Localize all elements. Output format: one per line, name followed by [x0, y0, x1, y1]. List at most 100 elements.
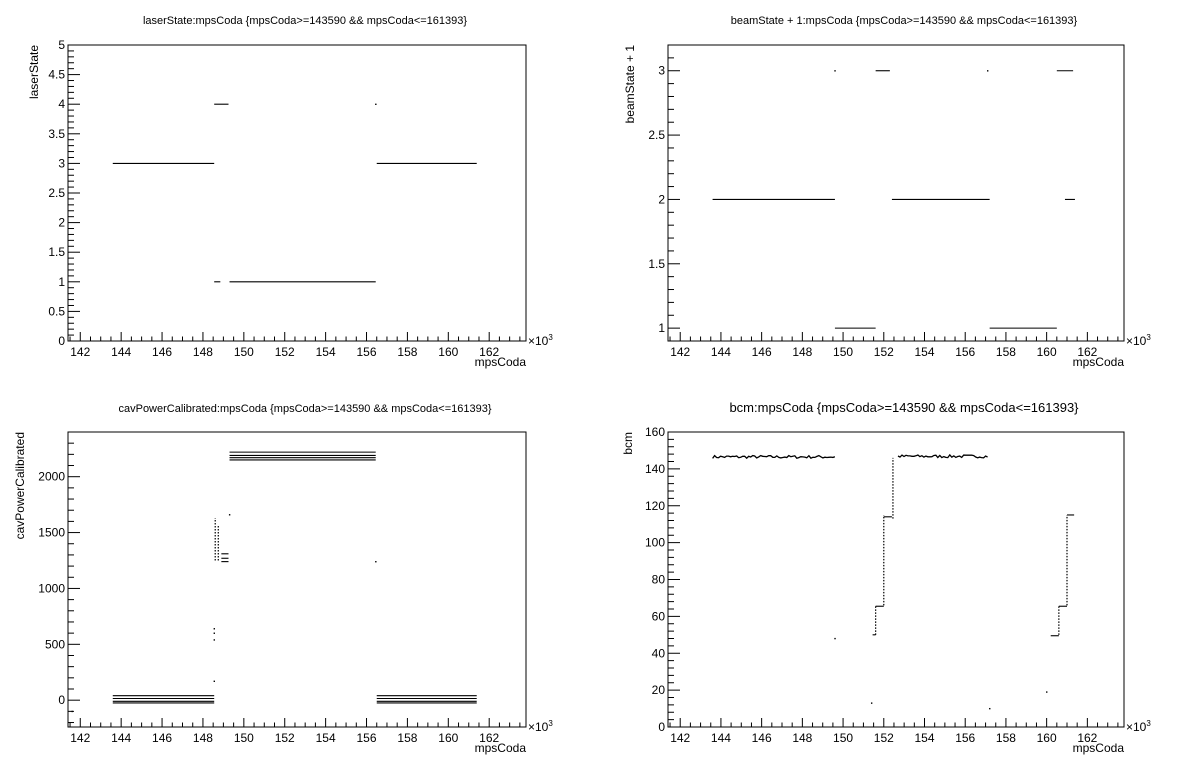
- y-axis-label: laserState: [27, 45, 41, 99]
- y-tick-label: 100: [645, 536, 665, 550]
- x-tick-label: 156: [357, 731, 377, 745]
- x-tick-label: 150: [234, 731, 254, 745]
- y-tick-label: 0.5: [48, 304, 65, 318]
- y-axis-label: bcm: [621, 432, 635, 455]
- y-tick-label: 80: [652, 573, 666, 587]
- data-point: [213, 632, 215, 634]
- x-axis-multiplier-base: ×10: [528, 720, 549, 734]
- x-tick-label: 142: [70, 731, 90, 745]
- y-tick-label: 2.5: [48, 186, 65, 200]
- x-tick-label: 156: [955, 345, 975, 359]
- x-axis-multiplier-exponent: 3: [548, 719, 553, 728]
- x-tick-label: 146: [152, 345, 172, 359]
- y-tick-label: 2: [658, 192, 665, 206]
- data-point: [213, 680, 215, 682]
- x-tick-label: 142: [670, 731, 690, 745]
- y-tick-label: 160: [645, 425, 665, 439]
- y-tick-label: 0: [58, 334, 65, 348]
- x-tick-label: 162: [479, 731, 499, 745]
- y-tick-label: 1500: [38, 526, 65, 540]
- y-tick-label: 1: [658, 321, 665, 335]
- x-tick-label: 146: [752, 345, 772, 359]
- data-point: [870, 702, 873, 704]
- y-axis-label: beamState + 1: [623, 45, 637, 124]
- chart-panel-3: cavPowerCalibrated:mpsCoda {mpsCoda>=143…: [13, 403, 553, 755]
- x-tick-label: 148: [193, 731, 213, 745]
- x-tick-label: 156: [955, 731, 975, 745]
- y-tick-label: 2000: [38, 470, 65, 484]
- x-axis-label: mpsCoda: [475, 741, 527, 755]
- y-tick-label: 60: [652, 609, 666, 623]
- x-tick-label: 154: [316, 345, 336, 359]
- x-tick-label: 158: [397, 731, 417, 745]
- x-tick-label: 154: [914, 731, 934, 745]
- x-tick-label: 152: [874, 731, 894, 745]
- x-tick-label: 160: [1037, 345, 1057, 359]
- x-tick-label: 146: [152, 731, 172, 745]
- plot-frame: [67, 431, 527, 728]
- x-tick-label: 144: [111, 345, 131, 359]
- x-tick-label: 154: [316, 731, 336, 745]
- x-axis-multiplier: ×103: [528, 719, 553, 734]
- y-tick-label: 1.5: [648, 257, 665, 271]
- x-axis-multiplier: ×103: [528, 333, 553, 348]
- x-axis-multiplier: ×103: [1126, 333, 1151, 348]
- x-axis-multiplier-base: ×10: [1126, 334, 1147, 348]
- x-tick-label: 152: [275, 345, 295, 359]
- x-tick-label: 162: [1077, 345, 1097, 359]
- x-tick-label: 158: [397, 345, 417, 359]
- y-tick-label: 1000: [38, 581, 65, 595]
- x-tick-label: 148: [792, 731, 812, 745]
- data-point: [989, 707, 991, 710]
- y-tick-label: 4.5: [48, 68, 65, 82]
- y-tick-label: 4: [58, 97, 65, 111]
- x-tick-label: 158: [996, 731, 1016, 745]
- y-tick-label: 1.5: [48, 245, 65, 259]
- x-tick-label: 158: [996, 345, 1016, 359]
- y-tick-label: 140: [645, 462, 665, 476]
- data-point: [375, 561, 377, 563]
- data-point: [375, 103, 377, 105]
- chart-panel-1: laserState:mpsCoda {mpsCoda>=143590 && m…: [27, 15, 553, 369]
- x-tick-label: 160: [438, 731, 458, 745]
- plot-frame: [67, 44, 527, 342]
- y-tick-label: 5: [58, 38, 65, 52]
- y-tick-label: 1: [58, 275, 65, 289]
- y-tick-label: 500: [45, 637, 65, 651]
- x-tick-label: 144: [711, 345, 731, 359]
- chart-title: laserState:mpsCoda {mpsCoda>=143590 && m…: [143, 15, 467, 27]
- y-tick-label: 3: [58, 156, 65, 170]
- y-tick-label: 0: [58, 693, 65, 707]
- y-tick-label: 40: [652, 646, 666, 660]
- y-tick-label: 120: [645, 499, 665, 513]
- x-tick-label: 150: [833, 731, 853, 745]
- x-tick-label: 148: [792, 345, 812, 359]
- plot-frame: [667, 431, 1125, 728]
- y-tick-label: 3.5: [48, 127, 65, 141]
- x-tick-label: 146: [752, 731, 772, 745]
- chart-panel-4: bcm:mpsCoda {mpsCoda>=143590 && mpsCoda<…: [621, 400, 1151, 755]
- x-tick-label: 150: [833, 345, 853, 359]
- chart-title: beamState + 1:mpsCoda {mpsCoda>=143590 &…: [731, 15, 1078, 27]
- data-point: [213, 639, 215, 641]
- x-axis-label: mpsCoda: [475, 355, 527, 369]
- x-axis-multiplier-exponent: 3: [1146, 333, 1151, 342]
- chart-panel-2: beamState + 1:mpsCoda {mpsCoda>=143590 &…: [623, 15, 1151, 369]
- chart-title: bcm:mpsCoda {mpsCoda>=143590 && mpsCoda<…: [729, 400, 1079, 415]
- x-tick-label: 144: [111, 731, 131, 745]
- data-noisy-line: [712, 454, 836, 460]
- plot-frame: [667, 44, 1125, 342]
- data-point: [987, 70, 989, 72]
- x-tick-label: 162: [1077, 731, 1097, 745]
- x-tick-label: 144: [711, 731, 731, 745]
- chart-title: cavPowerCalibrated:mpsCoda {mpsCoda>=143…: [118, 403, 491, 415]
- x-tick-label: 148: [193, 345, 213, 359]
- x-tick-label: 160: [438, 345, 458, 359]
- x-axis-multiplier-base: ×10: [528, 334, 549, 348]
- x-axis-multiplier-base: ×10: [1126, 720, 1147, 734]
- x-axis-label: mpsCoda: [1073, 355, 1125, 369]
- data-point: [834, 637, 836, 640]
- data-point: [71, 710, 73, 713]
